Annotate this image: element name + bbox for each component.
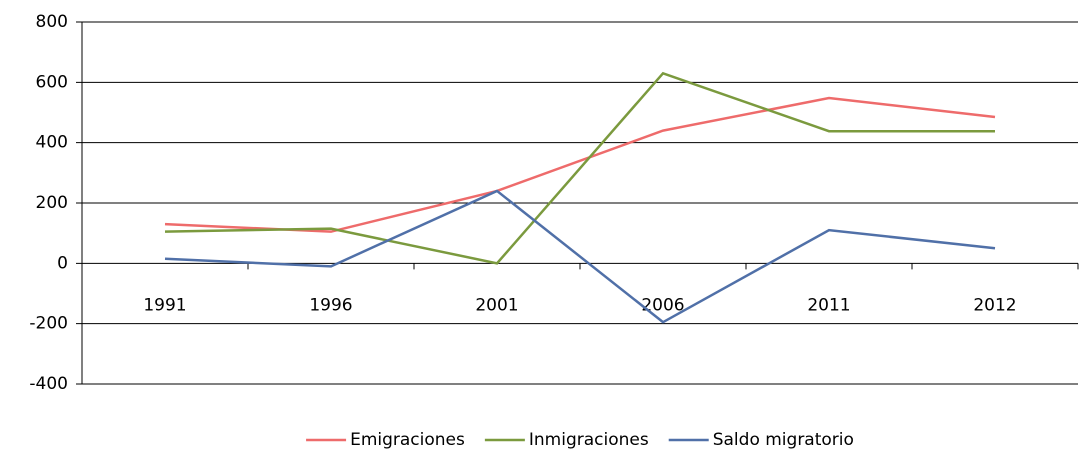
x-tick-label: 2011 <box>807 295 850 315</box>
y-tick-label: -400 <box>29 374 68 394</box>
y-tick-label: 200 <box>36 193 68 213</box>
legend-label: Saldo migratorio <box>713 430 854 450</box>
y-tick-label: 0 <box>57 253 68 273</box>
x-tick-label: 1991 <box>143 295 186 315</box>
y-tick-label: 800 <box>36 12 68 32</box>
x-tick-label: 2012 <box>973 295 1016 315</box>
x-tick-label: 1996 <box>309 295 352 315</box>
y-tick-label: 600 <box>36 72 68 92</box>
series-line <box>164 96 996 233</box>
legend-label: Emigraciones <box>350 430 465 450</box>
legend: Emigraciones Inmigraciones Saldo migratori… <box>306 430 854 450</box>
series-line <box>164 189 996 324</box>
y-tick-label: 400 <box>36 133 68 153</box>
x-tick-label: 2001 <box>475 295 518 315</box>
series-line <box>164 71 995 265</box>
y-tick-label: -200 <box>29 314 68 334</box>
x-tick-label: 2006 <box>641 295 684 315</box>
legend-label: Inmigraciones <box>529 430 649 450</box>
